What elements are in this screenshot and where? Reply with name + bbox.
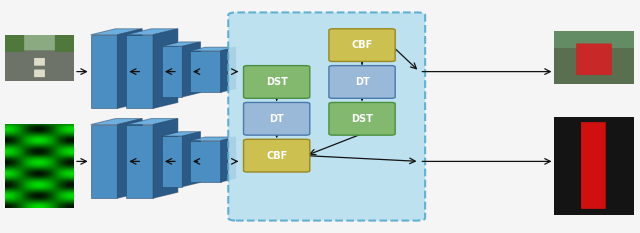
Polygon shape (91, 29, 142, 35)
Polygon shape (91, 119, 142, 125)
Polygon shape (162, 46, 182, 97)
Polygon shape (126, 29, 178, 35)
Polygon shape (126, 35, 153, 108)
FancyBboxPatch shape (329, 29, 395, 62)
Polygon shape (117, 29, 142, 108)
FancyBboxPatch shape (244, 103, 310, 135)
Polygon shape (182, 42, 200, 97)
Polygon shape (162, 136, 182, 187)
Text: DST: DST (351, 114, 373, 124)
Text: CBF: CBF (351, 40, 372, 50)
Polygon shape (182, 132, 200, 187)
Polygon shape (162, 132, 200, 136)
Text: CBF: CBF (266, 151, 287, 161)
Polygon shape (221, 137, 236, 182)
Polygon shape (190, 137, 236, 141)
FancyBboxPatch shape (329, 66, 395, 98)
Polygon shape (190, 51, 221, 92)
Polygon shape (91, 125, 117, 198)
Polygon shape (190, 47, 236, 51)
Text: DST: DST (266, 77, 287, 87)
Text: DT: DT (355, 77, 369, 87)
Polygon shape (117, 119, 142, 198)
Polygon shape (221, 47, 236, 92)
Polygon shape (91, 35, 117, 108)
Polygon shape (190, 141, 221, 182)
Polygon shape (126, 119, 178, 125)
Polygon shape (162, 42, 200, 46)
FancyBboxPatch shape (244, 66, 310, 98)
FancyBboxPatch shape (244, 139, 310, 172)
FancyBboxPatch shape (228, 12, 425, 221)
FancyBboxPatch shape (329, 103, 395, 135)
Text: DT: DT (269, 114, 284, 124)
Polygon shape (153, 119, 178, 198)
Polygon shape (153, 29, 178, 108)
Polygon shape (126, 125, 153, 198)
